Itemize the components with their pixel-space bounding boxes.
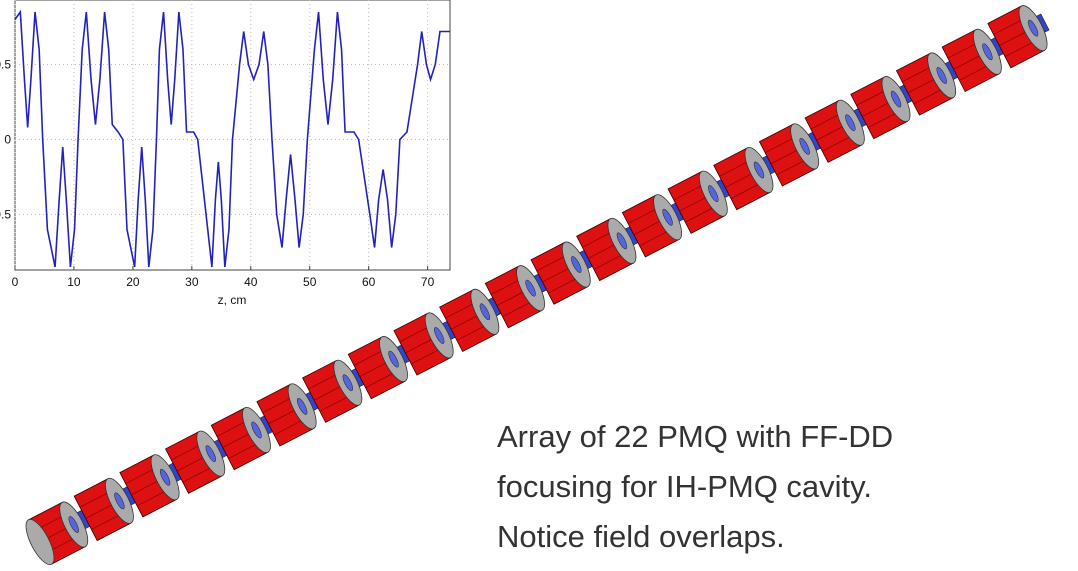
x-tick-label: 50 (303, 275, 317, 289)
x-tick-label: 20 (126, 275, 140, 289)
x-tick-label: 60 (362, 275, 376, 289)
x-tick-label: 10 (67, 275, 81, 289)
x-tick-label: 30 (185, 275, 199, 289)
slide: z, cm -0.5 0 0.5 0 10 20 30 40 50 60 70 Array of 2… (0, 0, 1078, 571)
caption-line: Array of 22 PMQ with FF-DD (497, 412, 893, 462)
caption: Array of 22 PMQ with FF-DD focusing for … (497, 412, 893, 562)
x-tick-label: 40 (244, 275, 258, 289)
y-tick-label: 0 (4, 133, 11, 147)
caption-line: focusing for IH-PMQ cavity. (497, 462, 893, 512)
y-tick-label: 0.5 (0, 58, 11, 72)
x-tick-label: 70 (421, 275, 435, 289)
x-axis-label: z, cm (218, 293, 247, 307)
x-tick-label: 0 (12, 275, 19, 289)
caption-line: Notice field overlaps. (497, 512, 893, 562)
y-tick-label: -0.5 (0, 208, 11, 222)
